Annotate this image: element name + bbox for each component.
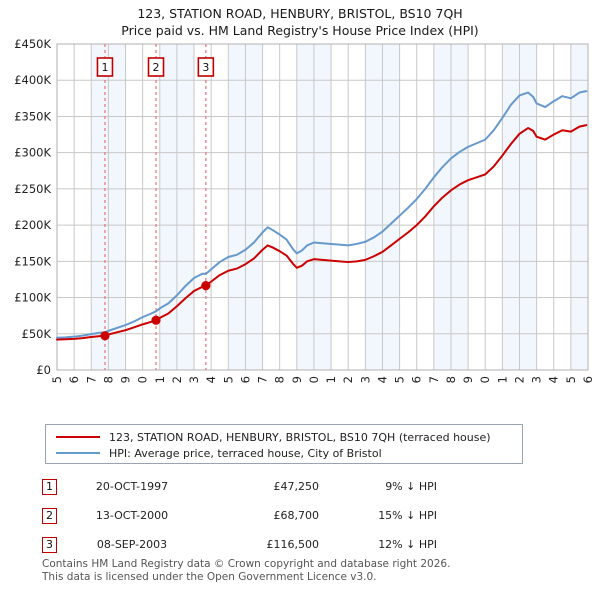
x-axis-tick-label: 2026 (581, 376, 595, 383)
y-axis-tick-label: £450K (14, 38, 51, 51)
page-title: 123, STATION ROAD, HENBURY, BRISTOL, BS1… (0, 0, 600, 39)
legend-item-hpi: HPI: Average price, terraced house, City… (52, 445, 516, 461)
transaction-point-marker[interactable] (201, 281, 211, 291)
x-axis-tick-label: 2025 (564, 376, 578, 383)
table-row: 3 08-SEP-2003 £116,500 12% ↓ HPI (42, 530, 462, 559)
transaction-delta-2: 15% ↓ HPI (378, 509, 437, 522)
plot-frame (56, 43, 589, 371)
y-axis-tick-label: £200K (14, 218, 51, 232)
y-axis-tick-label: £0 (36, 363, 51, 377)
x-axis-tick-label: 2011 (324, 376, 338, 383)
x-axis-tick-label: 2001 (153, 376, 167, 383)
hpi-average-line (56, 90, 588, 339)
legend-swatch-hpi (56, 452, 100, 454)
x-axis-tick-label: 2003 (187, 376, 201, 383)
table-row: 2 13-OCT-2000 £68,700 15% ↓ HPI (42, 501, 462, 530)
transaction-point-marker[interactable] (151, 315, 161, 325)
title-subtitle: Price paid vs. HM Land Registry's House … (121, 23, 479, 38)
x-axis-tick-label: 2014 (375, 376, 389, 383)
transaction-marker-box[interactable] (96, 57, 114, 77)
transaction-date-3: 08-SEP-2003 (96, 538, 168, 551)
transaction-marker-box[interactable] (197, 57, 215, 77)
x-axis-tick-label: 2020 (478, 376, 492, 383)
transaction-delta-1: 9% ↓ HPI (385, 480, 437, 493)
x-axis-tick-label: 2018 (444, 376, 458, 383)
legend-label-property: 123, STATION ROAD, HENBURY, BRISTOL, BS1… (109, 430, 491, 444)
x-axis-tick-label: 2012 (341, 376, 355, 383)
transaction-marker-box[interactable] (147, 57, 165, 77)
y-axis-tick-label: £100K (14, 291, 51, 305)
transaction-date-2: 13-OCT-2000 (95, 509, 169, 522)
transaction-point-marker[interactable] (100, 331, 110, 341)
transaction-badge-1: 1 (42, 478, 57, 495)
x-axis-tick-label: 2015 (393, 376, 407, 383)
transaction-table: 1 20-OCT-1997 £47,250 9% ↓ HPI 2 13-OCT-… (42, 472, 462, 559)
x-axis-tick-label: 1999 (119, 376, 133, 383)
x-axis-tick-label: 2021 (495, 376, 509, 383)
x-axis-tick-label: 2013 (358, 376, 372, 383)
transaction-badge-2: 2 (42, 507, 57, 524)
x-axis-tick-label: 2006 (238, 376, 252, 383)
table-row: 1 20-OCT-1997 £47,250 9% ↓ HPI (42, 472, 462, 501)
y-axis-tick-label: £400K (14, 73, 51, 87)
y-axis-tick-label: £300K (14, 146, 51, 160)
x-axis-tick-label: 2022 (512, 376, 526, 383)
legend-item-property: 123, STATION ROAD, HENBURY, BRISTOL, BS1… (52, 429, 516, 445)
attribution-footer: Contains HM Land Registry data © Crown c… (42, 558, 572, 583)
x-axis-tick-label: 2019 (461, 376, 475, 383)
x-axis-tick-label: 1997 (84, 376, 98, 383)
x-axis-tick-label: 2010 (307, 376, 321, 383)
transaction-price-2: £68,700 (273, 509, 320, 522)
x-axis-tick-label: 1996 (67, 376, 81, 383)
x-axis-tick-label: 1995 (50, 376, 64, 383)
x-axis-tick-label: 2000 (136, 376, 150, 383)
transaction-delta-3: 12% ↓ HPI (378, 538, 437, 551)
x-axis-tick-label: 1998 (101, 376, 115, 383)
x-axis-tick-label: 2005 (221, 376, 235, 383)
legend-swatch-property (56, 436, 100, 438)
x-axis-tick-label: 2009 (290, 376, 304, 383)
transaction-marker-label: 1 (101, 61, 108, 74)
property-price-line (56, 124, 588, 341)
x-axis-tick-label: 2002 (170, 376, 184, 383)
x-axis-tick-label: 2016 (410, 376, 424, 383)
title-address: 123, STATION ROAD, HENBURY, BRISTOL, BS1… (137, 6, 463, 21)
y-axis-tick-label: £50K (22, 327, 52, 341)
x-axis-tick-label: 2008 (273, 376, 287, 383)
transaction-price-1: £47,250 (273, 480, 320, 493)
y-axis-tick-label: £350K (14, 109, 51, 123)
transaction-badge-3: 3 (42, 536, 57, 553)
legend-label-hpi: HPI: Average price, terraced house, City… (109, 446, 382, 460)
x-axis-tick-label: 2007 (256, 376, 270, 383)
y-axis-tick-label: £250K (14, 182, 51, 196)
chart-svg: £0 £50K £100K £150K £200K £250K £300K £350K £400… (14, 38, 595, 383)
transaction-marker-label: 2 (153, 61, 160, 74)
x-axis-tick-label: 2024 (547, 376, 561, 383)
transaction-marker-label: 3 (202, 61, 209, 74)
footer-copyright: Contains HM Land Registry data © Crown c… (42, 558, 451, 570)
chart-legend: 123, STATION ROAD, HENBURY, BRISTOL, BS1… (45, 424, 523, 464)
x-axis-tick-label: 2004 (204, 376, 218, 383)
transaction-date-1: 20-OCT-1997 (95, 480, 169, 493)
footer-licence: This data is licensed under the Open Gov… (42, 570, 377, 583)
x-axis-tick-label: 2023 (530, 376, 544, 383)
transaction-price-3: £116,500 (266, 538, 320, 551)
y-axis-tick-label: £150K (14, 254, 51, 268)
price-history-chart: £0 £50K £100K £150K £200K £250K £300K £350K £400… (0, 38, 600, 383)
x-axis-tick-label: 2017 (427, 376, 441, 383)
